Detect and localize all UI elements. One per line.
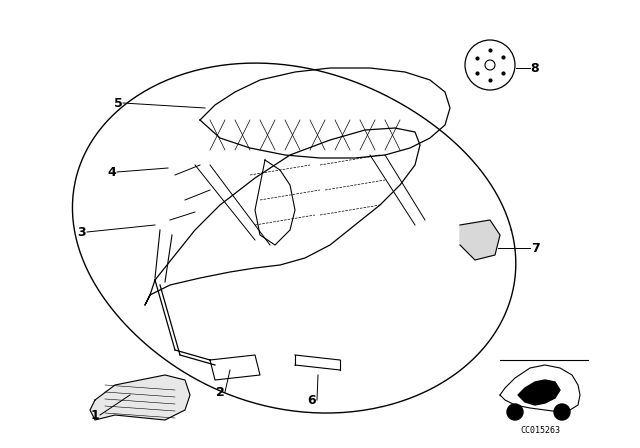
Text: 8: 8 [531, 61, 540, 74]
Text: 1: 1 [91, 409, 99, 422]
Text: 2: 2 [216, 385, 225, 399]
Text: CC015263: CC015263 [520, 426, 560, 435]
Circle shape [507, 404, 523, 420]
Text: 7: 7 [531, 241, 540, 254]
Text: 6: 6 [308, 393, 316, 406]
Circle shape [485, 60, 495, 70]
Text: 3: 3 [77, 225, 86, 238]
Text: 5: 5 [114, 96, 122, 109]
Circle shape [554, 404, 570, 420]
Text: 4: 4 [108, 165, 116, 178]
Polygon shape [90, 375, 190, 420]
Polygon shape [518, 380, 560, 405]
Polygon shape [460, 220, 500, 260]
